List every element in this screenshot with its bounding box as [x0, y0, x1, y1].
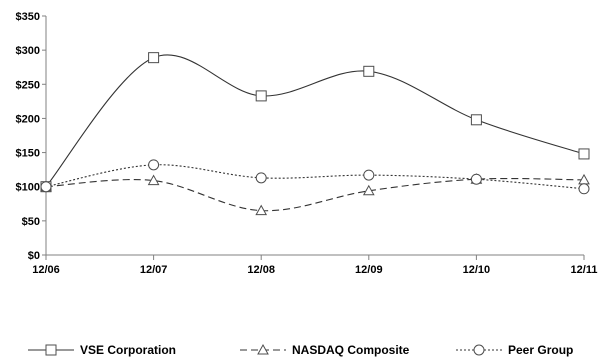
data-point-nasdaq-composite: [255, 204, 268, 216]
y-tick-label: $0: [28, 250, 40, 262]
x-tick-label: 12/11: [571, 264, 598, 276]
data-point-peer-group: [363, 169, 375, 181]
data-point-peer-group: [255, 172, 267, 184]
series-line-peer-group: [45, 164, 585, 190]
y-tick-label: $50: [22, 216, 40, 228]
data-point-peer-group: [578, 183, 590, 195]
series-markers: [40, 52, 590, 216]
legend-label-vse-corporation: VSE Corporation: [80, 343, 176, 357]
data-point-peer-group: [470, 173, 482, 185]
series-line-nasdaq-composite: [45, 177, 585, 212]
y-tick-label: $200: [16, 113, 40, 125]
y-tick-label: $350: [16, 11, 40, 23]
legend: VSE Corporation NASDAQ Composite Peer Grou…: [28, 343, 573, 357]
series-line-vse-corporation: [45, 54, 585, 188]
data-point-vse-corporation: [578, 148, 590, 160]
x-axis-ticks: [45, 255, 585, 260]
x-tick-label: 12/09: [355, 264, 383, 276]
series-lines: [45, 54, 585, 212]
legend-label-peer-group: Peer Group: [508, 343, 573, 357]
data-point-vse-corporation: [363, 65, 375, 77]
data-point-peer-group: [148, 159, 160, 171]
legend-marker: [45, 344, 57, 356]
y-tick-label: $100: [16, 182, 40, 194]
y-axis-ticks: [42, 15, 46, 256]
x-axis-labels: 12/06 12/07 12/08 12/09 12/10 12/11: [32, 264, 597, 276]
x-tick-label: 12/07: [140, 264, 168, 276]
legend-marker: [257, 343, 269, 355]
y-tick-label: $150: [16, 148, 40, 160]
data-point-vse-corporation: [148, 52, 160, 64]
data-point-peer-group: [40, 181, 52, 193]
x-tick-label: 12/06: [32, 264, 60, 276]
x-tick-label: 12/10: [463, 264, 491, 276]
data-point-nasdaq-composite: [147, 174, 160, 186]
data-point-nasdaq-composite: [362, 184, 375, 196]
data-point-vse-corporation: [470, 114, 482, 126]
x-tick-label: 12/08: [247, 264, 275, 276]
legend-marker: [473, 344, 485, 356]
y-tick-label: $300: [16, 45, 40, 57]
legend-label-nasdaq-composite: NASDAQ Composite: [292, 343, 410, 357]
data-point-vse-corporation: [255, 90, 267, 102]
y-axis-labels: $0 $50 $100 $150 $200 $250 $300 $350: [16, 11, 40, 262]
y-tick-label: $250: [16, 79, 40, 91]
